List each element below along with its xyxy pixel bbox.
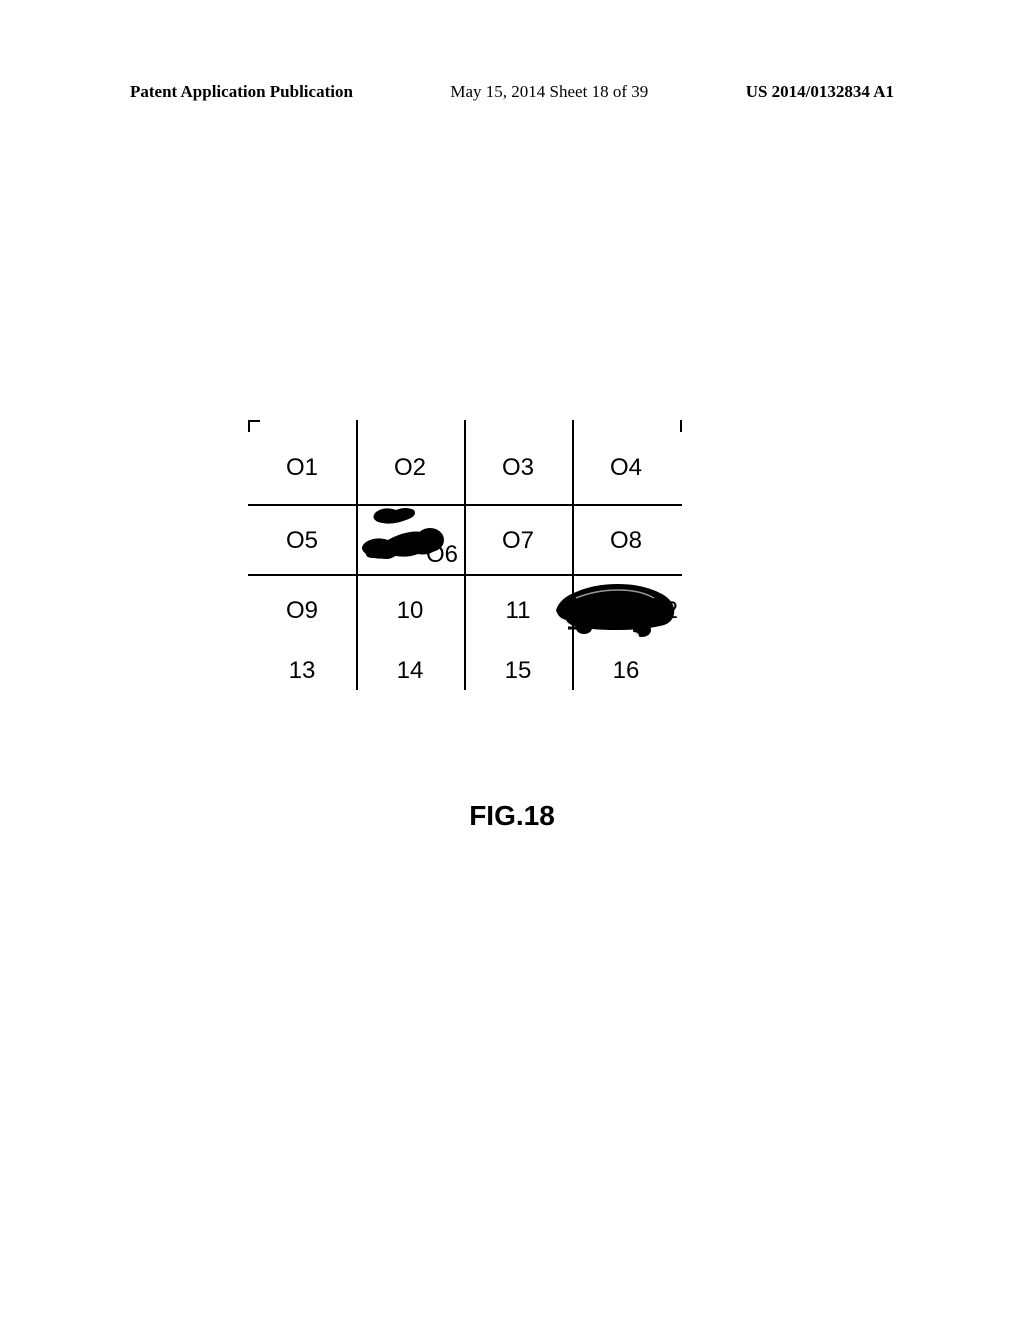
grid-cell: 15 (464, 638, 572, 703)
cell-label: 14 (397, 657, 424, 685)
grid-cell: 12 (572, 578, 680, 643)
page-header: Patent Application Publication May 15, 2… (0, 82, 1024, 102)
grid-cell: 13 (248, 638, 356, 703)
figure-diagram: O1 O2 O3 O4 O5 O6 O7 O8 O9 10 11 12 13 1… (248, 420, 682, 690)
header-patent-number: US 2014/0132834 A1 (746, 82, 894, 102)
header-sheet-info: May 15, 2014 Sheet 18 of 39 (450, 82, 648, 102)
cell-label: O2 (394, 454, 426, 482)
grid-hline (248, 574, 682, 576)
grid-cell: O6 (356, 508, 464, 573)
cell-label: O1 (286, 454, 318, 482)
grid-cell: O3 (464, 435, 572, 500)
cell-label: O9 (286, 597, 318, 625)
cell-label: 15 (505, 657, 532, 685)
grid-cell: 11 (464, 578, 572, 643)
cell-label: 12 (651, 597, 678, 625)
cell-label: 16 (613, 657, 640, 685)
grid-cell: 10 (356, 578, 464, 643)
grid-cell: O9 (248, 578, 356, 643)
grid-cell: O2 (356, 435, 464, 500)
grid-cell: O8 (572, 508, 680, 573)
figure-number-label: FIG.18 (0, 800, 1024, 832)
cell-label: O8 (610, 527, 642, 555)
cell-label: O6 (426, 541, 458, 569)
grid-table: O1 O2 O3 O4 O5 O6 O7 O8 O9 10 11 12 13 1… (248, 420, 682, 690)
cell-label: 13 (289, 657, 316, 685)
grid-cell: 16 (572, 638, 680, 703)
cell-label: O3 (502, 454, 534, 482)
grid-cell: 14 (356, 638, 464, 703)
header-publication: Patent Application Publication (130, 82, 353, 102)
corner-mark-top-right (679, 420, 682, 432)
cell-label: 10 (397, 597, 424, 625)
grid-cell: O1 (248, 435, 356, 500)
cell-label: O5 (286, 527, 318, 555)
grid-cell: O7 (464, 508, 572, 573)
cell-label: O4 (610, 454, 642, 482)
grid-cell: O5 (248, 508, 356, 573)
corner-mark-top-left (248, 420, 260, 432)
cell-label: 11 (506, 597, 531, 625)
cell-label: O7 (502, 527, 534, 555)
grid-cell: O4 (572, 435, 680, 500)
